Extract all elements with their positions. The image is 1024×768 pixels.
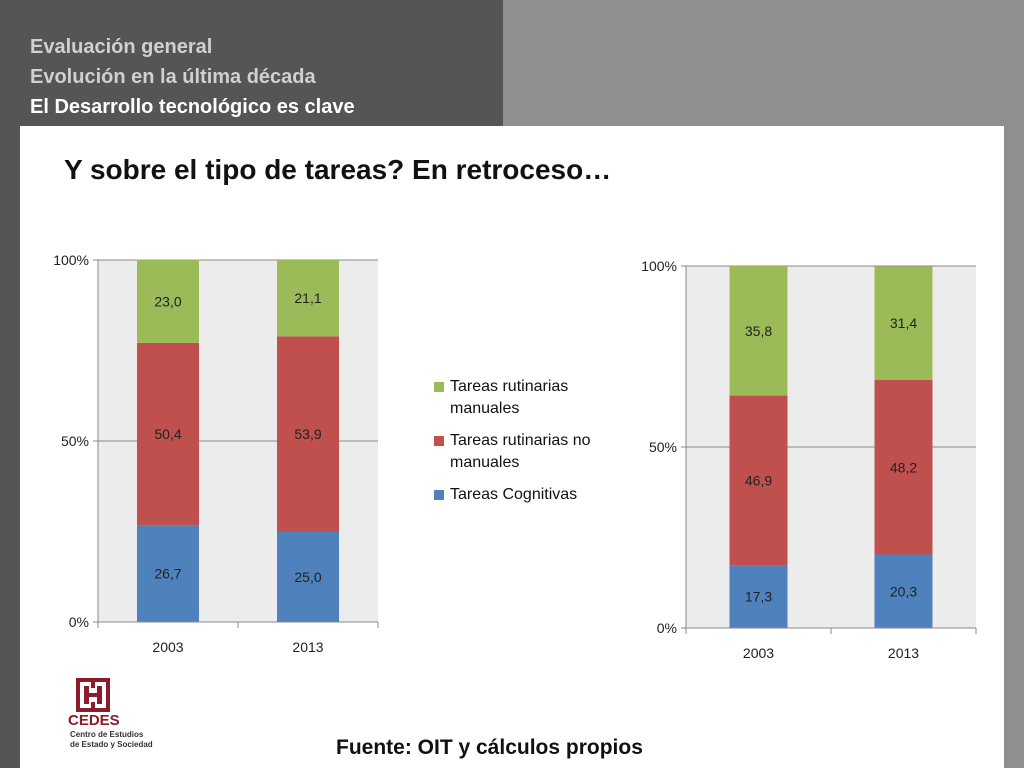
logo-subtitle-line-2: de Estado y Sociedad xyxy=(70,740,153,749)
data-label: 53,9 xyxy=(294,426,321,442)
bar-rutinarias-manuales xyxy=(729,266,788,396)
chart-right: 0% 50% 100% 17,3 46,9 35,8 2003 20,3 48,2 31,4 201… xyxy=(641,258,977,661)
source-note: Fuente: OIT y cálculos propios xyxy=(336,736,643,759)
logo-subtitle: Centro de Estudios de Estado y Sociedad xyxy=(70,730,190,750)
legend-label: Tareas Cognitivas xyxy=(450,486,578,503)
chart-left: 0% 50% 100% 26,7 50,4 23,0 2003 25,0 53,9 21,1 201… xyxy=(53,252,379,655)
legend-swatch-green xyxy=(434,382,444,392)
y-tick-label: 0% xyxy=(657,620,677,636)
x-tick-label: 2003 xyxy=(152,639,183,655)
bar-cognitivas xyxy=(874,554,933,628)
data-label: 46,9 xyxy=(745,472,772,488)
right-frame xyxy=(1004,126,1024,768)
bar-cognitivas xyxy=(729,565,788,628)
y-tick-label: 50% xyxy=(61,433,89,449)
header-line-1: Evaluación general xyxy=(30,36,213,58)
slide-title: Y sobre el tipo de tareas? En retroceso… xyxy=(64,154,612,185)
logo-subtitle-line-1: Centro de Estudios xyxy=(70,730,144,739)
cedes-logo: CEDES Centro de Estudios de Estado y Soc… xyxy=(68,678,188,758)
bar-rutinarias-no-manuales xyxy=(874,380,933,555)
legend-item-rutinarias-no-manuales: Tareas rutinarias no manuales xyxy=(434,430,614,474)
data-label: 48,2 xyxy=(890,459,917,475)
data-label: 31,4 xyxy=(890,315,917,331)
data-label: 50,4 xyxy=(154,426,181,442)
data-label: 17,3 xyxy=(745,589,772,605)
data-label: 35,8 xyxy=(745,323,772,339)
y-tick-label: 100% xyxy=(53,252,89,268)
data-label: 25,0 xyxy=(294,569,321,585)
bar-rutinarias-manuales xyxy=(874,266,933,381)
header-line-3: El Desarrollo tecnológico es clave xyxy=(30,96,355,118)
header-line-2: Evolución en la última década xyxy=(30,66,316,88)
left-frame xyxy=(0,126,20,768)
legend-swatch-red xyxy=(434,436,444,446)
cedes-logo-mark-icon xyxy=(76,678,110,712)
header-right-panel xyxy=(503,0,1024,126)
bar-rutinarias-no-manuales xyxy=(277,336,339,532)
bar-cognitivas xyxy=(277,531,339,622)
bar-rutinarias-no-manuales xyxy=(729,395,788,566)
data-label: 23,0 xyxy=(154,293,181,309)
chart-legend: Tareas rutinarias manuales Tareas rutina… xyxy=(434,376,614,516)
header-panel: Evaluación general Evolución en la últim… xyxy=(0,0,503,126)
bar-rutinarias-manuales xyxy=(277,260,339,337)
legend-swatch-blue xyxy=(434,490,444,500)
x-tick-label: 2013 xyxy=(292,639,323,655)
legend-item-rutinarias-manuales: Tareas rutinarias manuales xyxy=(434,376,614,420)
bar-rutinarias-manuales xyxy=(137,259,199,343)
data-label: 26,7 xyxy=(154,566,181,582)
logo-name: CEDES xyxy=(68,712,120,729)
data-label: 20,3 xyxy=(890,583,917,599)
y-tick-label: 100% xyxy=(641,258,677,274)
legend-label: Tareas rutinarias no manuales xyxy=(450,432,591,471)
slide-content: Y sobre el tipo de tareas? En retroceso…… xyxy=(20,126,1004,768)
header-text: Evaluación general Evolución en la últim… xyxy=(30,32,355,122)
x-tick-label: 2013 xyxy=(888,645,919,661)
data-label: 21,1 xyxy=(294,290,321,306)
legend-label: Tareas rutinarias manuales xyxy=(450,378,569,417)
legend-item-cognitivas: Tareas Cognitivas xyxy=(434,484,614,506)
x-tick-label: 2003 xyxy=(743,645,774,661)
bar-cognitivas xyxy=(137,525,199,622)
y-tick-label: 50% xyxy=(649,439,677,455)
y-tick-label: 0% xyxy=(69,614,89,630)
bar-rutinarias-no-manuales xyxy=(137,342,199,526)
